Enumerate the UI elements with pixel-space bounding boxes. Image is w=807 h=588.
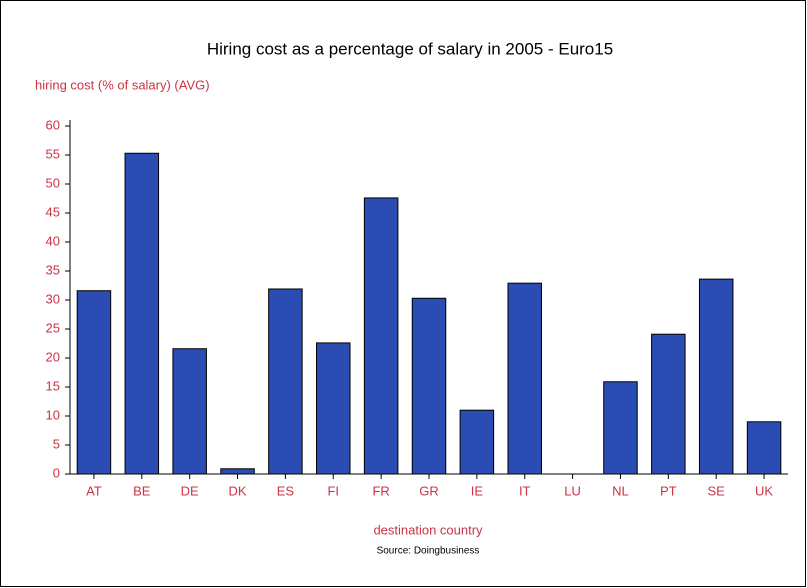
y-tick-label: 40: [46, 233, 60, 248]
bar: [698, 278, 734, 475]
y-axis-label: hiring cost (% of salary) (AVG): [35, 77, 210, 92]
x-tick-label: NL: [612, 483, 629, 498]
y-tick-label: 35: [46, 262, 60, 277]
y-tick-label: 55: [46, 146, 60, 161]
x-axis-label: destination country: [373, 522, 483, 537]
y-tick-label: 30: [46, 291, 60, 306]
source: Source: Doingbusiness: [377, 546, 480, 557]
y-tick-label: 20: [46, 349, 60, 364]
x-tick-label: AT: [86, 483, 102, 498]
bar: [507, 282, 542, 475]
bar: [268, 288, 303, 475]
bar: [603, 381, 638, 475]
x-tick-label: DK: [229, 483, 247, 498]
x-tick-label: ES: [277, 483, 295, 498]
x-tick-label: UK: [755, 483, 773, 498]
y-tick-label: 0: [53, 465, 60, 480]
x-tick-label: DE: [181, 483, 199, 498]
x-tick-label: FI: [327, 483, 339, 498]
x-tick-label: FR: [372, 483, 389, 498]
bar: [746, 421, 782, 475]
bar: [651, 333, 686, 475]
bar: [411, 297, 447, 475]
x-tick-label: IE: [471, 483, 484, 498]
y-tick-label: 15: [46, 378, 60, 393]
x-tick-label: IT: [519, 483, 531, 498]
x-tick-label: LU: [564, 483, 581, 498]
x-tick-label: BE: [133, 483, 151, 498]
bar: [172, 348, 207, 475]
bar: [316, 342, 351, 475]
y-tick-label: 5: [53, 436, 60, 451]
bar: [124, 152, 160, 475]
y-tick-label: 45: [46, 204, 60, 219]
y-tick-label: 25: [46, 320, 60, 335]
chart-title: Hiring cost as a percentage of salary in…: [207, 39, 613, 58]
bar: [459, 409, 495, 475]
bar: [220, 468, 255, 475]
y-tick-label: 60: [46, 117, 60, 132]
x-tick-label: SE: [708, 483, 726, 498]
y-tick-label: 50: [46, 175, 60, 190]
x-tick-label: PT: [660, 483, 677, 498]
bar: [363, 197, 399, 475]
bar: [76, 290, 112, 475]
y-tick-label: 10: [46, 407, 60, 422]
x-tick-label: GR: [419, 483, 439, 498]
